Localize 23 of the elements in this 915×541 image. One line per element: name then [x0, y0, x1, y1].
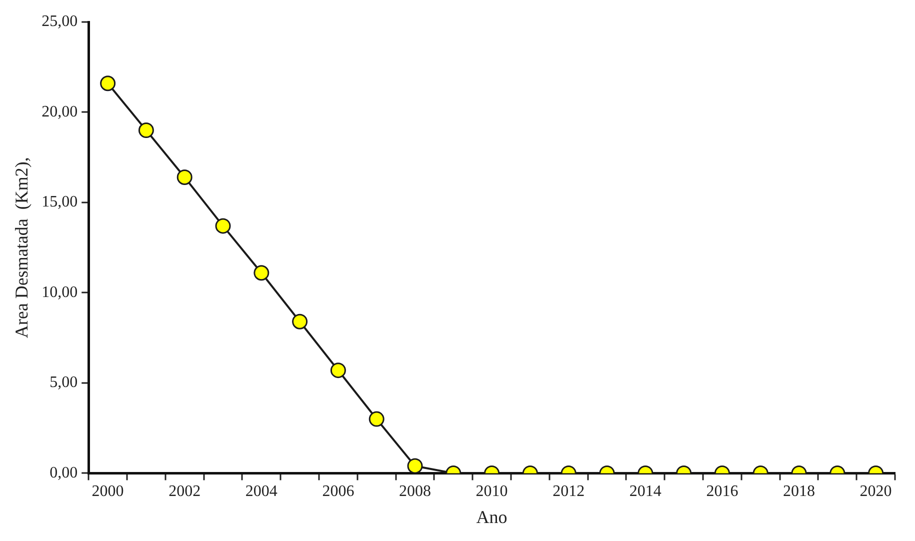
x-tick-label: 2020 — [860, 483, 892, 500]
y-axis-title: Area Desmatada (Km2), — [12, 157, 32, 338]
point — [138, 122, 154, 138]
y-tick-label: 5,00 — [50, 374, 78, 392]
x-tick-label: 2000 — [92, 483, 124, 500]
point — [176, 169, 192, 185]
x-tick-label: 2016 — [706, 483, 738, 500]
point — [100, 76, 116, 92]
x-axis-title: Ano — [476, 506, 508, 527]
x-tick-label: 2006 — [322, 483, 354, 500]
x-tick-label: 2014 — [629, 483, 662, 500]
x-tick-label: 2004 — [245, 483, 278, 500]
x-tick-label: 2008 — [399, 483, 431, 500]
y-tick-label: 20,00 — [42, 103, 78, 120]
x-tick-label: 2012 — [552, 483, 585, 500]
y-tick-label: 15,00 — [42, 194, 78, 211]
y-tick-label: 0,00 — [50, 464, 78, 482]
x-tick-label: 2010 — [476, 483, 508, 500]
point — [215, 218, 231, 234]
x-tick-label: 2018 — [783, 483, 815, 500]
y-tick-label: 10,00 — [42, 284, 78, 301]
x-tick-label: 2002 — [168, 483, 201, 500]
y-tick-label: 25,00 — [42, 13, 78, 30]
